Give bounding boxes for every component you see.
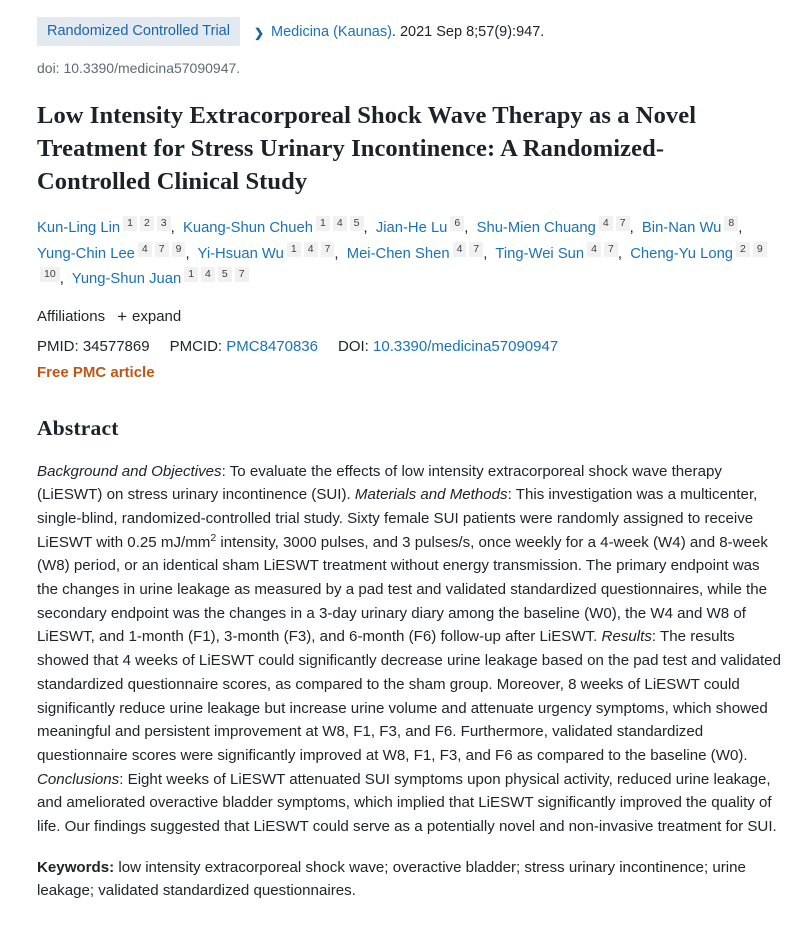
author-separator: ,	[334, 245, 347, 262]
affiliations-row: Affiliations + expand	[37, 307, 782, 327]
pmcid-link[interactable]: PMC8470836	[226, 337, 318, 355]
abstract-segment: : This investigation was a multicenter, …	[37, 486, 758, 551]
author-link[interactable]: Kuang-Shun Chueh	[182, 220, 313, 236]
keywords-paragraph: Keywords: low intensity extracorporeal s…	[37, 856, 782, 903]
plus-icon: +	[117, 306, 128, 326]
author-link[interactable]: Yung-Shun Juan	[71, 271, 182, 287]
author-affiliation-number[interactable]: 7	[469, 241, 484, 257]
author-separator: ,	[464, 220, 477, 236]
publication-type-badge: Randomized Controlled Trial	[37, 17, 240, 46]
author-affiliation-number[interactable]: 4	[201, 267, 215, 282]
author-affiliation-number[interactable]: 7	[604, 241, 618, 257]
author-affiliation-number[interactable]: 6	[450, 216, 465, 231]
author-affiliation-number[interactable]: 4	[598, 216, 613, 231]
chevron-right-icon: ❯	[253, 25, 265, 40]
author-separator: ,	[363, 220, 376, 236]
abstract-segment: Background and Objectives	[37, 462, 222, 480]
pmid-item: PMID: 34577869	[37, 338, 150, 355]
author-affiliation-number[interactable]: 7	[615, 216, 630, 231]
author-affiliation-number[interactable]: 5	[217, 267, 232, 282]
author-separator: ,	[483, 245, 496, 262]
author-link[interactable]: Shu-Mien Chuang	[476, 220, 596, 236]
keywords-text: low intensity extracorporeal shock wave;…	[37, 858, 746, 900]
expand-affiliations-button[interactable]: + expand	[117, 307, 181, 327]
author-affiliation-number[interactable]: 7	[154, 241, 169, 257]
author-link[interactable]: Yung-Chin Lee	[37, 245, 135, 262]
author-affiliation-number[interactable]: 4	[137, 241, 152, 257]
author-link[interactable]: Cheng-Yu Long	[630, 245, 734, 262]
author-affiliation-number[interactable]: 3	[156, 216, 171, 231]
author-link[interactable]: Jian-He Lu	[375, 220, 448, 236]
abstract-segment: : Eight weeks of LiESWT attenuated SUI s…	[37, 770, 777, 836]
author-affiliation-number[interactable]: 7	[320, 241, 335, 257]
abstract-segment: Materials and Methods	[354, 486, 508, 504]
doi-item: DOI: 10.3390/medicina57090947	[338, 338, 558, 355]
citation-banner: Randomized Controlled Trial ❯ Medicina (…	[37, 17, 782, 46]
doi-link[interactable]: 10.3390/medicina57090947	[373, 337, 559, 355]
author-affiliation-number[interactable]: 4	[303, 241, 318, 257]
author-separator: ,	[59, 271, 72, 287]
author-affiliation-number[interactable]: 1	[315, 216, 330, 231]
author-link[interactable]: Ting-Wei Sun	[495, 245, 585, 262]
free-pmc-article-label: Free PMC article	[37, 363, 155, 381]
expand-label: expand	[132, 308, 182, 325]
author-link[interactable]: Yi-Hsuan Wu	[197, 245, 284, 262]
doi-label: DOI:	[338, 337, 369, 355]
authors-list: Kun-Ling Lin 1 2 3, Kuang-Shun Chueh 1 4 5, Ji…	[37, 216, 782, 293]
identifiers-row: PMID: 34577869 PMCID: PMC8470836 DOI: 10…	[37, 338, 782, 355]
abstract-segment: intensity, 3000 pulses, and 3 pulses/s, …	[37, 533, 768, 646]
author-affiliation-number[interactable]: 9	[171, 241, 186, 257]
abstract-segment: 2	[210, 531, 217, 544]
author-affiliation-number[interactable]: 2	[736, 241, 750, 257]
abstract-text: Background and Objectives: To evaluate t…	[37, 460, 782, 839]
pmid-value: 34577869	[82, 337, 150, 355]
author-affiliation-number[interactable]: 2	[139, 216, 154, 231]
author-separator: ,	[185, 245, 198, 262]
abstract-heading: Abstract	[37, 415, 119, 440]
abstract-segment: : The results showed that 4 weeks of LiE…	[37, 628, 781, 764]
author-separator: ,	[738, 220, 747, 236]
author-affiliation-number[interactable]: 4	[332, 216, 347, 231]
journal-link[interactable]: Medicina (Kaunas)	[271, 23, 392, 40]
author-separator: ,	[617, 245, 631, 262]
author-affiliation-number[interactable]: 9	[752, 241, 767, 257]
author-affiliation-number[interactable]: 4	[452, 241, 467, 257]
author-affiliation-number[interactable]: 4	[587, 241, 601, 257]
keywords-label: Keywords:	[37, 858, 115, 876]
author-separator: ,	[170, 220, 183, 236]
abstract-segment: Results	[601, 628, 652, 646]
author-affiliation-number[interactable]: 10	[40, 267, 60, 282]
author-link[interactable]: Kun-Ling Lin	[37, 220, 121, 236]
author-link[interactable]: Mei-Chen Shen	[346, 245, 450, 262]
author-affiliation-number[interactable]: 5	[349, 216, 364, 231]
author-affiliation-number[interactable]: 7	[234, 267, 249, 282]
citation-details: . 2021 Sep 8;57(9):947.	[391, 23, 545, 40]
author-affiliation-number[interactable]: 1	[286, 241, 301, 257]
author-separator: ,	[629, 220, 642, 236]
pmcid-label: PMCID:	[169, 337, 223, 355]
pmid-label: PMID:	[37, 337, 79, 355]
pmcid-item: PMCID: PMC8470836	[170, 338, 318, 355]
author-affiliation-number[interactable]: 1	[184, 267, 199, 282]
author-link[interactable]: Bin-Nan Wu	[641, 220, 722, 236]
abstract-segment: : To evaluate the effects of low intensi…	[37, 462, 722, 504]
abstract-segment: Conclusions	[37, 770, 120, 788]
affiliations-label: Affiliations	[37, 308, 106, 325]
author-affiliation-number[interactable]: 8	[724, 216, 739, 231]
article-title: Low Intensity Extracorporeal Shock Wave …	[37, 102, 697, 195]
author-affiliation-number[interactable]: 1	[123, 216, 137, 231]
doi-line: doi: 10.3390/medicina57090947.	[37, 60, 241, 76]
